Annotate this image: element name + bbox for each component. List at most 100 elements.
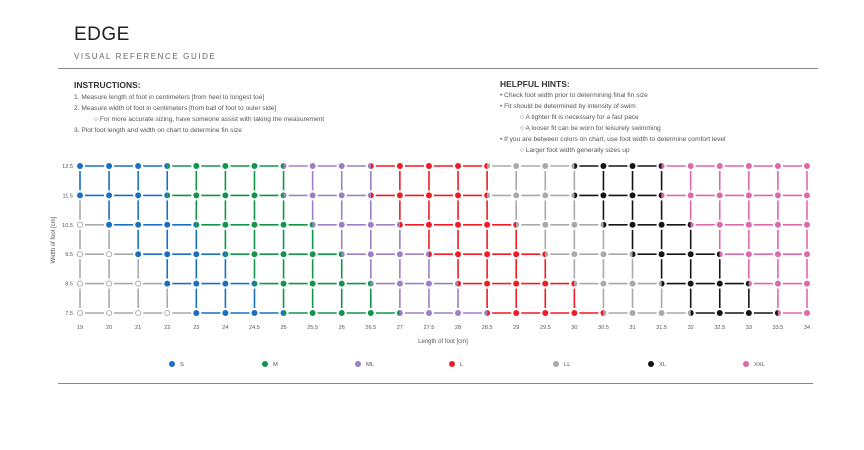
size-point-s (77, 192, 83, 199)
x-tick-label: 29.5 (540, 325, 551, 331)
instruction-item: 1. Measure length of foot in centimeters… (74, 94, 265, 101)
legend-swatch-ml (355, 361, 361, 367)
x-tick-label: 26.5 (365, 325, 376, 331)
size-point-xl (687, 251, 694, 258)
size-point-xl (716, 310, 723, 316)
size-point-xl (687, 280, 694, 287)
size-point-s (77, 163, 83, 169)
legend-label-xxl: XXL (754, 362, 766, 368)
legend-swatch-l (449, 361, 455, 367)
size-point-xxl (687, 163, 694, 169)
size-point-s (135, 251, 142, 258)
size-point-xxl (745, 251, 752, 258)
legend-label-l: L (460, 362, 464, 368)
size-point-s (251, 310, 258, 316)
legend-swatch-ll (553, 361, 559, 367)
size-point-ml-half (370, 280, 374, 287)
size-point-ml-half (312, 221, 316, 228)
x-tick-label: 21 (135, 325, 141, 331)
size-point-none (76, 309, 84, 317)
size-point-s-half (280, 310, 284, 316)
hint-subitem: ○ A looser fit can be worn for leisurely… (520, 125, 661, 132)
size-point-m-half (309, 221, 313, 228)
size-point-m (251, 192, 258, 199)
hint-item: • Fit should be determined by intensity … (500, 103, 636, 110)
x-tick-label: 23 (193, 325, 199, 331)
x-tick-label: 32.5 (714, 325, 725, 331)
size-point-xxl (745, 163, 752, 169)
x-tick-label: 19 (77, 325, 83, 331)
size-point-xxl (687, 192, 694, 199)
instruction-item: 3. Plot foot length and width on chart t… (74, 127, 242, 134)
size-point-l (513, 251, 520, 258)
size-point-ll (513, 192, 520, 199)
size-point-ml-half (367, 163, 371, 169)
size-point-m (280, 221, 287, 228)
size-point-xl (629, 221, 636, 228)
size-point-ml (309, 192, 316, 199)
size-point-l (455, 192, 462, 199)
size-point-xl-half (774, 310, 778, 316)
hint-subitem: ○ Larger foot width generally sizes up (520, 147, 630, 154)
size-point-l (542, 310, 549, 316)
size-point-s (222, 310, 229, 316)
legend-swatch-xl (648, 361, 654, 367)
size-point-ll-half (658, 280, 662, 287)
size-point-ll-half (571, 192, 575, 199)
legend-swatch-xxl (743, 361, 749, 367)
size-point-m (222, 221, 229, 228)
size-point-m (193, 163, 200, 169)
y-tick-label: 9.5 (65, 252, 73, 258)
size-point-ll-half (603, 310, 607, 316)
size-point-l (513, 280, 520, 287)
size-point-m (309, 251, 316, 258)
size-point-ll (600, 280, 607, 287)
size-point-xxl-half (719, 251, 723, 258)
size-point-ml (455, 310, 462, 316)
size-point-ml (309, 163, 316, 169)
size-point-none (106, 309, 113, 317)
x-tick-label: 31 (629, 325, 635, 331)
size-point-ll-half (487, 192, 491, 199)
size-point-none (76, 251, 84, 258)
size-point-xxl (774, 280, 781, 287)
y-tick-label: 10.5 (62, 223, 73, 229)
size-point-m-half (167, 192, 171, 199)
size-point-ml-half (283, 192, 287, 199)
size-point-ml (367, 251, 374, 258)
size-point-s (222, 280, 229, 287)
size-point-ml (396, 280, 403, 287)
size-point-xl-half (687, 221, 691, 228)
size-point-ml (338, 192, 345, 199)
size-point-m (251, 251, 258, 258)
size-point-m (367, 310, 374, 316)
size-point-m (251, 221, 258, 228)
size-point-m-half (225, 251, 229, 258)
size-point-none (76, 280, 84, 287)
size-point-s (164, 280, 171, 287)
size-point-m (280, 251, 287, 258)
legend-label-m: M (273, 362, 278, 368)
x-tick-label: 25 (280, 325, 286, 331)
size-point-l (484, 251, 491, 258)
x-tick-label: 22 (164, 325, 170, 331)
size-point-m-half (280, 163, 284, 169)
size-point-ll (629, 280, 636, 287)
size-point-l-half (600, 310, 604, 316)
size-point-m-half (367, 280, 371, 287)
size-point-s (135, 163, 142, 169)
size-point-xxl (804, 251, 810, 258)
size-point-ll-half (516, 221, 520, 228)
size-point-l (425, 163, 432, 169)
size-point-m (338, 280, 345, 287)
size-point-m-half (167, 163, 171, 169)
size-point-xxl (804, 192, 810, 199)
size-point-xxl (716, 221, 723, 228)
y-tick-label: 12.5 (62, 164, 73, 170)
size-point-xl (600, 192, 607, 199)
page-title: EDGE (74, 24, 130, 45)
x-axis-label: Length of foot [cm] (418, 339, 468, 345)
top-divider (58, 68, 818, 69)
x-tick-label: 31.5 (656, 325, 667, 331)
size-point-l (396, 163, 403, 169)
